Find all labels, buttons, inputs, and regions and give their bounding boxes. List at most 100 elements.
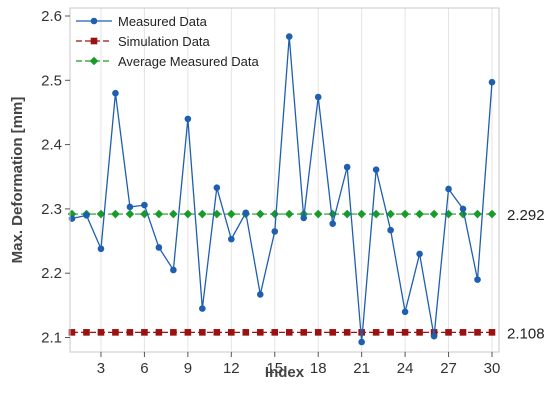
data-point-marker — [343, 329, 351, 336]
x-tick-label: 18 — [310, 360, 327, 377]
data-point-marker — [372, 329, 380, 336]
data-point-marker — [386, 209, 395, 219]
data-point-marker — [314, 329, 322, 336]
data-point-marker — [271, 329, 279, 336]
data-point-marker — [473, 209, 482, 219]
x-tick-label: 21 — [353, 360, 370, 377]
x-tick-label: 30 — [484, 360, 501, 377]
data-point-marker — [213, 184, 221, 191]
data-point-marker — [459, 329, 467, 336]
legend-label: Measured Data — [118, 14, 208, 29]
data-point-marker — [459, 205, 467, 213]
data-point-marker — [199, 305, 206, 312]
reference-value-labels: 2.292 2.108 — [507, 207, 545, 342]
data-point-marker — [242, 209, 250, 217]
legend-item: Simulation Data — [76, 34, 211, 49]
data-point-marker — [474, 276, 481, 283]
data-point-marker — [285, 329, 293, 336]
data-point-marker — [97, 245, 105, 253]
data-point-marker — [184, 329, 192, 336]
legend-label: Average Measured Data — [118, 54, 259, 69]
data-point-marker — [170, 329, 177, 336]
data-point-marker — [401, 308, 409, 316]
data-point-marker — [83, 212, 90, 219]
data-point-marker — [445, 185, 452, 193]
data-point-marker — [170, 266, 177, 274]
plot-area-frame — [69, 7, 500, 353]
data-point-marker — [329, 220, 336, 227]
data-point-marker — [400, 209, 410, 219]
legend-label: Simulation Data — [118, 34, 211, 49]
data-point-marker — [256, 291, 264, 298]
data-point-marker — [125, 209, 135, 219]
data-point-marker — [415, 209, 424, 219]
data-point-marker — [169, 209, 178, 219]
data-point-marker — [357, 209, 366, 219]
data-point-marker — [228, 235, 235, 243]
data-point-marker — [401, 329, 409, 336]
data-point-marker — [474, 329, 481, 336]
data-point-marker — [271, 228, 279, 235]
data-point-marker — [183, 209, 193, 219]
data-point-marker — [329, 329, 336, 336]
data-point-marker — [314, 93, 322, 101]
data-point-marker — [429, 209, 439, 219]
data-point-marker — [126, 203, 134, 211]
data-point-marker — [227, 209, 236, 219]
data-point-marker — [155, 329, 163, 336]
data-point-marker — [488, 78, 496, 86]
y-tick-label: 2.3 — [41, 201, 62, 218]
reference-label: 2.108 — [507, 325, 545, 342]
data-point-marker — [140, 209, 149, 219]
data-point-marker — [155, 244, 163, 251]
data-point-marker — [228, 329, 235, 336]
data-point-marker — [358, 338, 365, 346]
data-point-marker — [198, 209, 207, 219]
data-point-marker — [371, 209, 381, 219]
data-point-marker — [256, 329, 264, 336]
data-point-marker — [416, 250, 423, 258]
x-tick-label: 3 — [97, 360, 105, 377]
series-layer — [67, 33, 497, 346]
reference-label: 2.292 — [507, 207, 545, 224]
axes: 3 6 9 12 15 18 21 24 27 30 2.1 2.2 2.3 2.4 2.5 2.6 — [41, 8, 500, 377]
y-tick-label: 2.1 — [41, 330, 62, 347]
x-tick-label: 9 — [184, 360, 192, 377]
data-point-marker — [212, 209, 222, 219]
data-point-marker — [358, 329, 365, 336]
data-point-marker — [141, 329, 148, 336]
y-tick-label: 2.6 — [41, 8, 62, 25]
data-point-marker — [270, 209, 280, 219]
grid-lines — [100, 8, 493, 352]
series-simulation-data — [68, 329, 496, 336]
data-point-marker — [300, 329, 308, 336]
data-point-marker — [111, 209, 120, 219]
data-point-marker — [430, 332, 438, 340]
legend-marker — [90, 37, 98, 45]
data-point-marker — [300, 214, 308, 222]
data-point-marker — [488, 329, 496, 336]
data-point-marker — [97, 329, 105, 336]
x-tick-label: 24 — [397, 360, 414, 377]
data-point-marker — [342, 209, 352, 219]
data-point-marker — [387, 226, 394, 234]
y-tick-label: 2.2 — [41, 265, 62, 282]
x-axis-title: Index — [265, 364, 305, 381]
data-point-marker — [213, 329, 221, 336]
legend-marker — [89, 56, 99, 66]
data-point-marker — [313, 209, 323, 219]
data-point-marker — [184, 115, 192, 123]
x-tick-label: 27 — [440, 360, 457, 377]
legend-item: Measured Data — [76, 14, 208, 29]
data-point-marker — [141, 201, 148, 209]
data-point-marker — [416, 329, 423, 336]
y-axis-title: Max. Deformation [mm] — [9, 97, 26, 264]
data-point-marker — [285, 33, 293, 40]
data-point-marker — [284, 209, 294, 219]
legend-item: Average Measured Data — [76, 54, 259, 69]
data-point-marker — [445, 329, 452, 336]
x-tick-label: 12 — [223, 360, 240, 377]
data-point-marker — [154, 209, 164, 219]
legend: Measured Data Simulation Data Average Meas… — [76, 14, 259, 69]
